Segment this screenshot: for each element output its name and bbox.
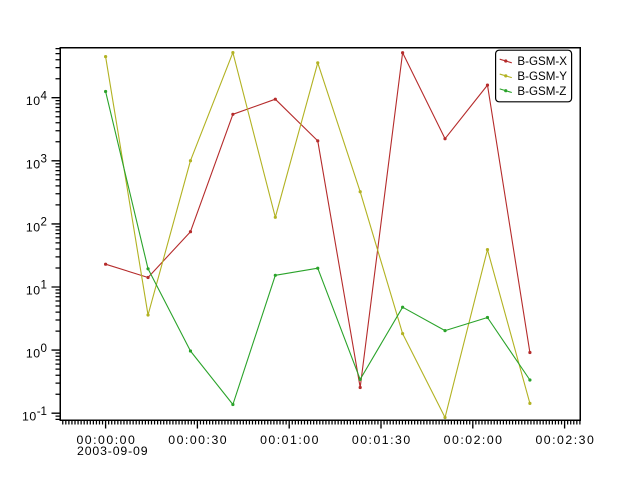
svg-text:10-1: 10-1 bbox=[22, 405, 47, 424]
svg-text:00:01:30: 00:01:30 bbox=[352, 433, 412, 447]
svg-text:103: 103 bbox=[26, 153, 47, 172]
svg-text:00:02:30: 00:02:30 bbox=[535, 433, 595, 447]
svg-text:B-GSM-X: B-GSM-X bbox=[517, 55, 567, 68]
svg-text:00:00:30: 00:00:30 bbox=[168, 433, 228, 447]
svg-text:102: 102 bbox=[26, 216, 47, 235]
svg-text:B-GSM-Y: B-GSM-Y bbox=[517, 70, 567, 83]
svg-text:B-GSM-Z: B-GSM-Z bbox=[517, 85, 566, 98]
svg-text:00:00:00: 00:00:00 bbox=[76, 433, 136, 447]
svg-text:2003-09-09: 2003-09-09 bbox=[77, 444, 148, 458]
svg-text:100: 100 bbox=[26, 342, 47, 361]
svg-text:101: 101 bbox=[26, 279, 47, 298]
svg-text:00:02:00: 00:02:00 bbox=[444, 433, 504, 447]
svg-text:104: 104 bbox=[26, 89, 48, 108]
svg-text:00:01:00: 00:01:00 bbox=[260, 433, 320, 447]
